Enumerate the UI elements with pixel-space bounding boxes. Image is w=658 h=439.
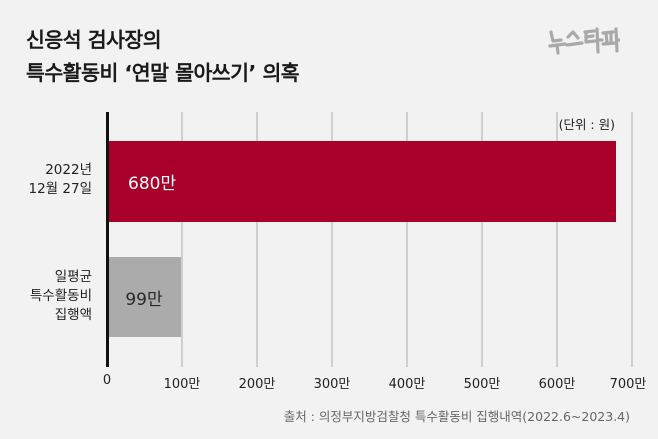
x-tick-400: 400만 bbox=[388, 377, 426, 392]
x-tick-200: 200만 bbox=[238, 377, 276, 392]
gridline-100 bbox=[181, 112, 183, 367]
gridline-500 bbox=[481, 112, 483, 367]
bar-dec-27: 680만 bbox=[107, 141, 616, 222]
bar-daily-average: 99만 bbox=[107, 257, 181, 337]
x-tick-100: 100만 bbox=[163, 377, 201, 392]
x-tick-0: 0 bbox=[102, 373, 112, 388]
category-label-daily-average: 일평균 특수활동비 집행액 bbox=[29, 269, 92, 323]
unit-label: (단위 : 원) bbox=[558, 117, 615, 132]
gridline-600 bbox=[556, 112, 558, 367]
gridline-700 bbox=[631, 112, 633, 367]
x-tick-600: 600만 bbox=[538, 377, 576, 392]
plot-area: 680만 99만 bbox=[107, 112, 647, 367]
title-line-2: 특수활동비 ‘연말 몰아쓰기’ 의혹 bbox=[26, 61, 300, 85]
title-line-1: 신응석 검사장의 bbox=[26, 28, 162, 52]
source-note: 출처 : 의정부지방검찰청 특수활동비 집행내역(2022.6~2023.4) bbox=[283, 409, 630, 424]
category-label-dec-27: 2022년 12월 27일 bbox=[28, 162, 93, 197]
gridline-200 bbox=[256, 112, 258, 367]
bar-value-label: 680만 bbox=[128, 174, 177, 194]
bar-value-label: 99만 bbox=[125, 289, 163, 310]
x-tick-500: 500만 bbox=[463, 377, 501, 392]
newstapa-logo-icon bbox=[548, 27, 620, 55]
gridline-300 bbox=[331, 112, 333, 367]
y-axis-line bbox=[106, 112, 109, 367]
gridline-400 bbox=[406, 112, 408, 367]
x-tick-700: 700만 bbox=[609, 377, 647, 392]
chart-title: 신응석 검사장의 특수활동비 ‘연말 몰아쓰기’ 의혹 bbox=[26, 24, 300, 90]
x-tick-300: 300만 bbox=[313, 377, 351, 392]
